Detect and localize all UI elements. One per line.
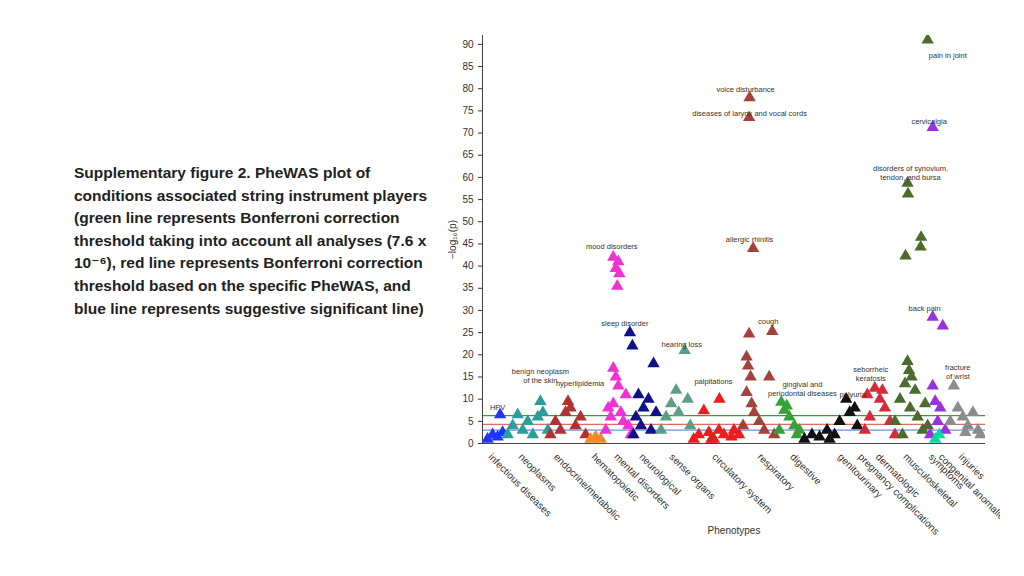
svg-text:symptoms: symptoms	[926, 451, 967, 492]
svg-text:dermatologic: dermatologic	[873, 451, 922, 500]
svg-text:cough: cough	[758, 317, 778, 326]
svg-text:45: 45	[462, 238, 474, 249]
svg-text:endocrine/metabolic: endocrine/metabolic	[552, 451, 623, 522]
svg-text:hematopoietic: hematopoietic	[589, 451, 642, 503]
html-text:of the skin: of the skin	[523, 375, 558, 385]
svg-text:hearing loss: hearing loss	[661, 340, 702, 349]
svg-text:diseases of larynx and vocal c: diseases of larynx and vocal cords	[692, 109, 807, 118]
svg-text:40: 40	[462, 260, 474, 271]
svg-text:neoplasms: neoplasms	[516, 451, 559, 494]
svg-text:15: 15	[462, 371, 474, 382]
svg-text:palpitations: palpitations	[694, 377, 732, 386]
svg-text:70: 70	[462, 127, 474, 138]
svg-text:pain in joint: pain in joint	[929, 51, 968, 60]
svg-text:genitourinary: genitourinary	[836, 451, 885, 500]
svg-text:injuries: injuries	[957, 451, 987, 481]
svg-text:85: 85	[462, 61, 474, 72]
svg-text:Phenotypes: Phenotypes	[708, 525, 761, 536]
svg-text:back pain: back pain	[909, 304, 941, 313]
svg-text:voice disturbance: voice disturbance	[716, 85, 774, 94]
svg-text:allergic rhinitis: allergic rhinitis	[726, 234, 774, 243]
svg-text:infectious diseases: infectious diseases	[486, 451, 554, 519]
svg-text:sense organs: sense organs	[667, 451, 718, 502]
svg-text:fractureof wrist: fractureof wrist	[945, 363, 971, 381]
svg-text:digestive: digestive	[788, 451, 824, 487]
svg-text:mood disorders: mood disorders	[586, 242, 638, 251]
svg-text:sleep disorder: sleep disorder	[601, 319, 649, 328]
html-text:Supplementary figure 2. PheWAS: Supplementary figure 2. PheWAS plot of c…	[74, 164, 428, 317]
svg-text:congenital anomalies: congenital anomalies	[937, 451, 1000, 525]
svg-text:25: 25	[462, 327, 474, 338]
svg-text:seborrheickeratosis: seborrheickeratosis	[853, 365, 888, 383]
svg-text:neurological: neurological	[637, 451, 684, 498]
svg-text:75: 75	[462, 105, 474, 116]
svg-text:10: 10	[462, 393, 474, 404]
svg-text:80: 80	[462, 83, 474, 94]
svg-text:20: 20	[462, 349, 474, 360]
svg-text:65: 65	[462, 149, 474, 160]
svg-text:55: 55	[462, 194, 474, 205]
svg-text:polyuria: polyuria	[840, 390, 867, 399]
svg-text:hyperlipidemia: hyperlipidemia	[556, 379, 605, 388]
svg-text:musculoskeletal: musculoskeletal	[901, 451, 960, 510]
svg-text:30: 30	[462, 305, 474, 316]
svg-text:disorders of synovium,tendon,: disorders of synovium,tendon, and bursa	[873, 164, 948, 182]
svg-text:−log₁₀(p): −log₁₀(p)	[447, 220, 458, 259]
svg-text:90: 90	[462, 39, 474, 50]
svg-text:gingival andperiodontal diseas: gingival andperiodontal diseases	[768, 380, 837, 398]
svg-text:0: 0	[468, 438, 474, 449]
svg-text:circulatory system: circulatory system	[710, 451, 775, 516]
svg-text:HPV: HPV	[490, 403, 505, 412]
svg-text:pregnancy complications: pregnancy complications	[856, 451, 942, 537]
html-text:benign neoplasm: benign neoplasm	[511, 366, 569, 376]
svg-text:50: 50	[462, 216, 474, 227]
svg-text:mental disorders: mental disorders	[612, 451, 673, 512]
svg-text:respiratory: respiratory	[755, 451, 797, 493]
svg-text:5: 5	[468, 416, 474, 427]
svg-text:35: 35	[462, 282, 474, 293]
svg-text:60: 60	[462, 172, 474, 183]
svg-text:cervicalgia: cervicalgia	[911, 117, 947, 126]
